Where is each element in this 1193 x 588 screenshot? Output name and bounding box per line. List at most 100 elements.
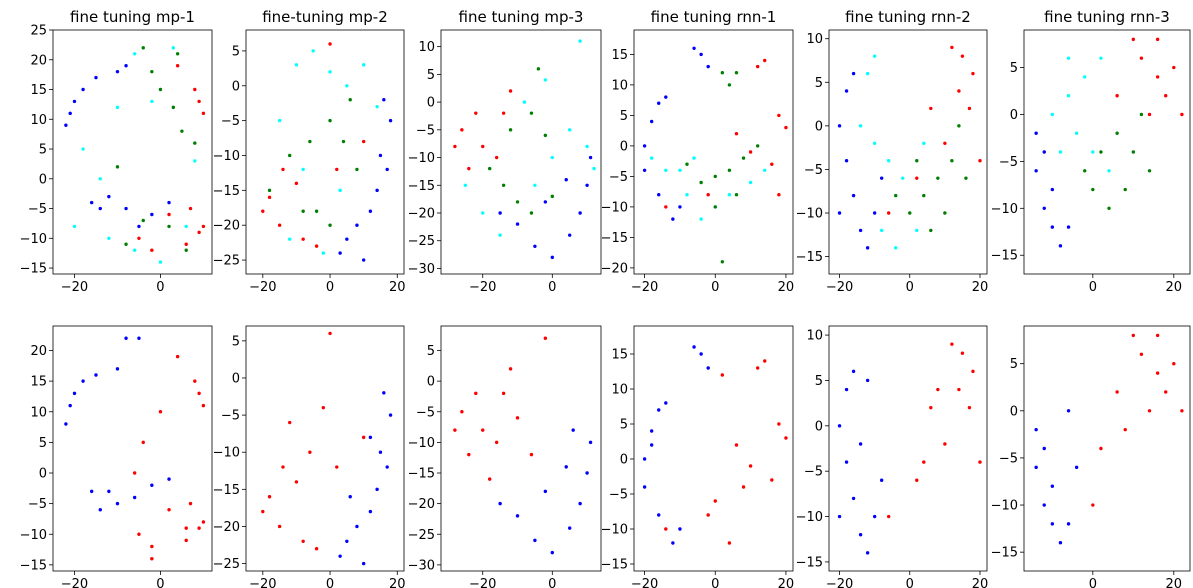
x-tick-label: 0 [156,280,164,295]
y-tick-label: −5 [609,488,628,503]
scatter-point-red [201,403,206,408]
scatter-point-cyan [184,224,188,229]
scatter-point-cyan [685,193,689,197]
scatter-point-cyan [107,236,111,240]
scatter-point-blue [642,485,647,489]
scatter-point-blue [1042,206,1046,211]
scatter-point-red [922,460,926,464]
y-tick-label: 10 [30,405,47,420]
scatter-point-cyan [1074,131,1079,135]
scatter-point-blue [137,224,141,229]
scatter-panel-1: fine tuning mp-1 25 20 15 10 5 0 −5 −10 −15 −20 0 [20,8,213,295]
scatter-point-red [713,499,717,503]
scatter-point-green [755,144,760,148]
x-tick-label: −20 [469,577,496,588]
scatter-point-green [501,183,506,187]
x-tick-label: 0 [156,577,164,588]
scatter-point-red [288,420,292,425]
scatter-panel-9: 5 0 −5 −10 −15 −20 −25 −30 −20 0 [408,325,602,588]
scatter-point-blue [150,483,154,487]
scatter-point-blue [858,228,863,233]
y-tick-label: −15 [601,231,628,246]
scatter-point-red [184,526,188,530]
scatter-point-red [301,237,305,241]
y-tick-label: 0 [39,467,47,482]
y-tick-label: −15 [408,179,435,194]
scatter-point-red [453,428,457,432]
scatter-point-blue [837,424,842,428]
scatter-point-green [1083,169,1087,173]
scatter-point-blue [1034,427,1038,432]
scatter-point-red [494,155,499,160]
scatter-point-red [763,359,767,363]
scatter-point-cyan [193,159,197,163]
scatter-point-blue [1050,484,1055,488]
scatter-point-red [1147,409,1152,413]
scatter-point-blue [81,87,85,92]
scatter-point-red [201,111,206,116]
scatter-point-blue [1066,522,1071,526]
scatter-point-red [706,513,710,517]
scatter-point-red [188,501,193,506]
scatter-point-red [967,405,972,410]
scatter-point-blue [98,508,102,512]
scatter-point-green [536,67,541,71]
scatter-point-cyan [1107,169,1111,173]
scatter-point-blue [844,387,849,392]
x-tick-label: 0 [906,280,914,295]
axes-frame [828,325,988,572]
x-tick-label: −20 [61,577,88,588]
y-tick-label: 25 [30,24,47,39]
scatter-point-blue [1034,465,1038,470]
scatter-point-blue [345,539,349,544]
y-tick-label: −20 [408,207,435,222]
scatter-point-red [1139,352,1144,356]
scatter-point-cyan [311,49,315,53]
scatter-point-green [193,141,197,145]
scatter-point-green [550,194,555,199]
scatter-point-blue [671,217,675,221]
y-tick-label: −25 [213,254,240,269]
scatter-point-green [1123,187,1127,192]
scatter-point-blue [72,391,77,396]
y-tick-label: 15 [30,83,47,98]
scatter-point-red [294,181,299,186]
y-tick-label: −10 [991,499,1018,514]
scatter-panel-6: fine tuning rnn-3 5 0 −5 −10 −15 0 20 [991,8,1191,295]
scatter-point-blue [657,193,661,197]
scatter-point-red [1164,390,1168,394]
scatter-point-cyan [301,167,305,172]
scatter-point-cyan [132,52,137,56]
x-tick-label: 20 [1166,577,1183,588]
scatter-point-blue [338,251,342,255]
y-tick-label: 5 [620,418,628,433]
y-tick-label: −10 [796,207,823,222]
scatter-point-blue [706,366,710,370]
scatter-point-blue [64,123,68,127]
axes-frame [633,325,794,572]
scatter-point-cyan [1099,56,1103,60]
y-tick-label: −15 [796,250,823,265]
scatter-point-cyan [664,168,668,172]
scatter-point-blue [382,391,386,395]
panel-title: fine tuning mp-1 [70,8,195,26]
scatter-point-red [734,132,739,136]
scatter-point-red [460,128,464,132]
y-tick-label: 20 [30,53,47,68]
scatter-point-red [960,54,965,58]
y-tick-label: −10 [796,510,823,525]
scatter-point-blue [1042,503,1046,507]
y-tick-label: 10 [806,32,823,47]
y-tick-label: −15 [213,184,240,199]
scatter-point-blue [498,211,502,215]
scatter-point-blue [1050,187,1055,192]
scatter-point-blue [578,501,582,506]
scatter-point-cyan [288,237,292,241]
scatter-point-red [967,106,972,111]
scatter-panel-2: fine-tuning mp-2 5 0 −5 −10 −15 −20 −25 −20 0 20 [213,8,406,295]
scatter-point-blue [706,64,710,69]
scatter-point-red [193,87,197,92]
scatter-point-cyan [915,228,919,233]
scatter-point-green [328,118,332,123]
scatter-point-red [777,193,781,197]
